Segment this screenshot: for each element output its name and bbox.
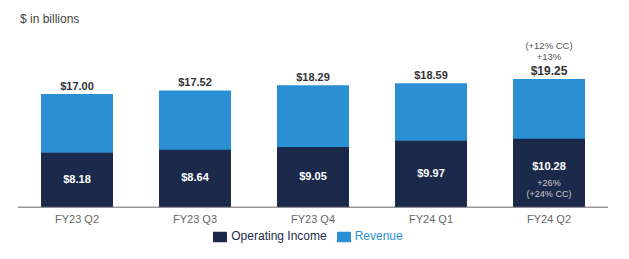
- html-text:Operating Income: Operating Income: [231, 229, 327, 244]
- html-text:$ in billions: $ in billions: [20, 12, 80, 26]
- svg-text:FY24 Q2: FY24 Q2: [527, 213, 571, 225]
- html-text:Revenue: Revenue: [354, 229, 403, 244]
- svg-text:FY23 Q2: FY23 Q2: [55, 213, 99, 225]
- svg-text:$18.29: $18.29: [296, 71, 330, 83]
- svg-text:FY23 Q3: FY23 Q3: [173, 213, 217, 225]
- svg-text:$18.59: $18.59: [414, 69, 448, 81]
- svg-text:$8.18: $8.18: [63, 173, 91, 185]
- svg-text:(+24% CC): (+24% CC): [527, 189, 572, 199]
- svg-text:+13%: +13%: [537, 51, 562, 62]
- svg-text:$10.28: $10.28: [532, 160, 566, 172]
- svg-text:FY24 Q1: FY24 Q1: [409, 213, 453, 225]
- svg-text:$9.05: $9.05: [299, 170, 327, 182]
- svg-text:$8.64: $8.64: [181, 171, 209, 183]
- svg-text:$19.25: $19.25: [531, 64, 568, 78]
- svg-text:$9.97: $9.97: [417, 167, 445, 179]
- svg-text:(+12% CC): (+12% CC): [525, 40, 572, 51]
- svg-text:+26%: +26%: [537, 178, 560, 188]
- svg-text:$17.52: $17.52: [178, 76, 212, 88]
- svg-text:FY23 Q4: FY23 Q4: [291, 213, 335, 225]
- svg-text:$17.00: $17.00: [60, 80, 94, 92]
